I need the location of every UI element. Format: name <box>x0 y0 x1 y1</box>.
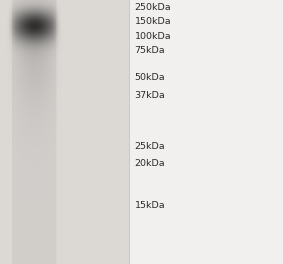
Text: 20kDa: 20kDa <box>134 159 165 168</box>
Text: 15kDa: 15kDa <box>134 201 165 210</box>
Text: 50kDa: 50kDa <box>134 73 165 82</box>
Text: 25kDa: 25kDa <box>134 142 165 151</box>
Text: 100kDa: 100kDa <box>134 32 171 41</box>
Text: 250kDa: 250kDa <box>134 3 171 12</box>
Text: 150kDa: 150kDa <box>134 17 171 26</box>
Text: 75kDa: 75kDa <box>134 46 165 55</box>
Text: 37kDa: 37kDa <box>134 91 165 100</box>
